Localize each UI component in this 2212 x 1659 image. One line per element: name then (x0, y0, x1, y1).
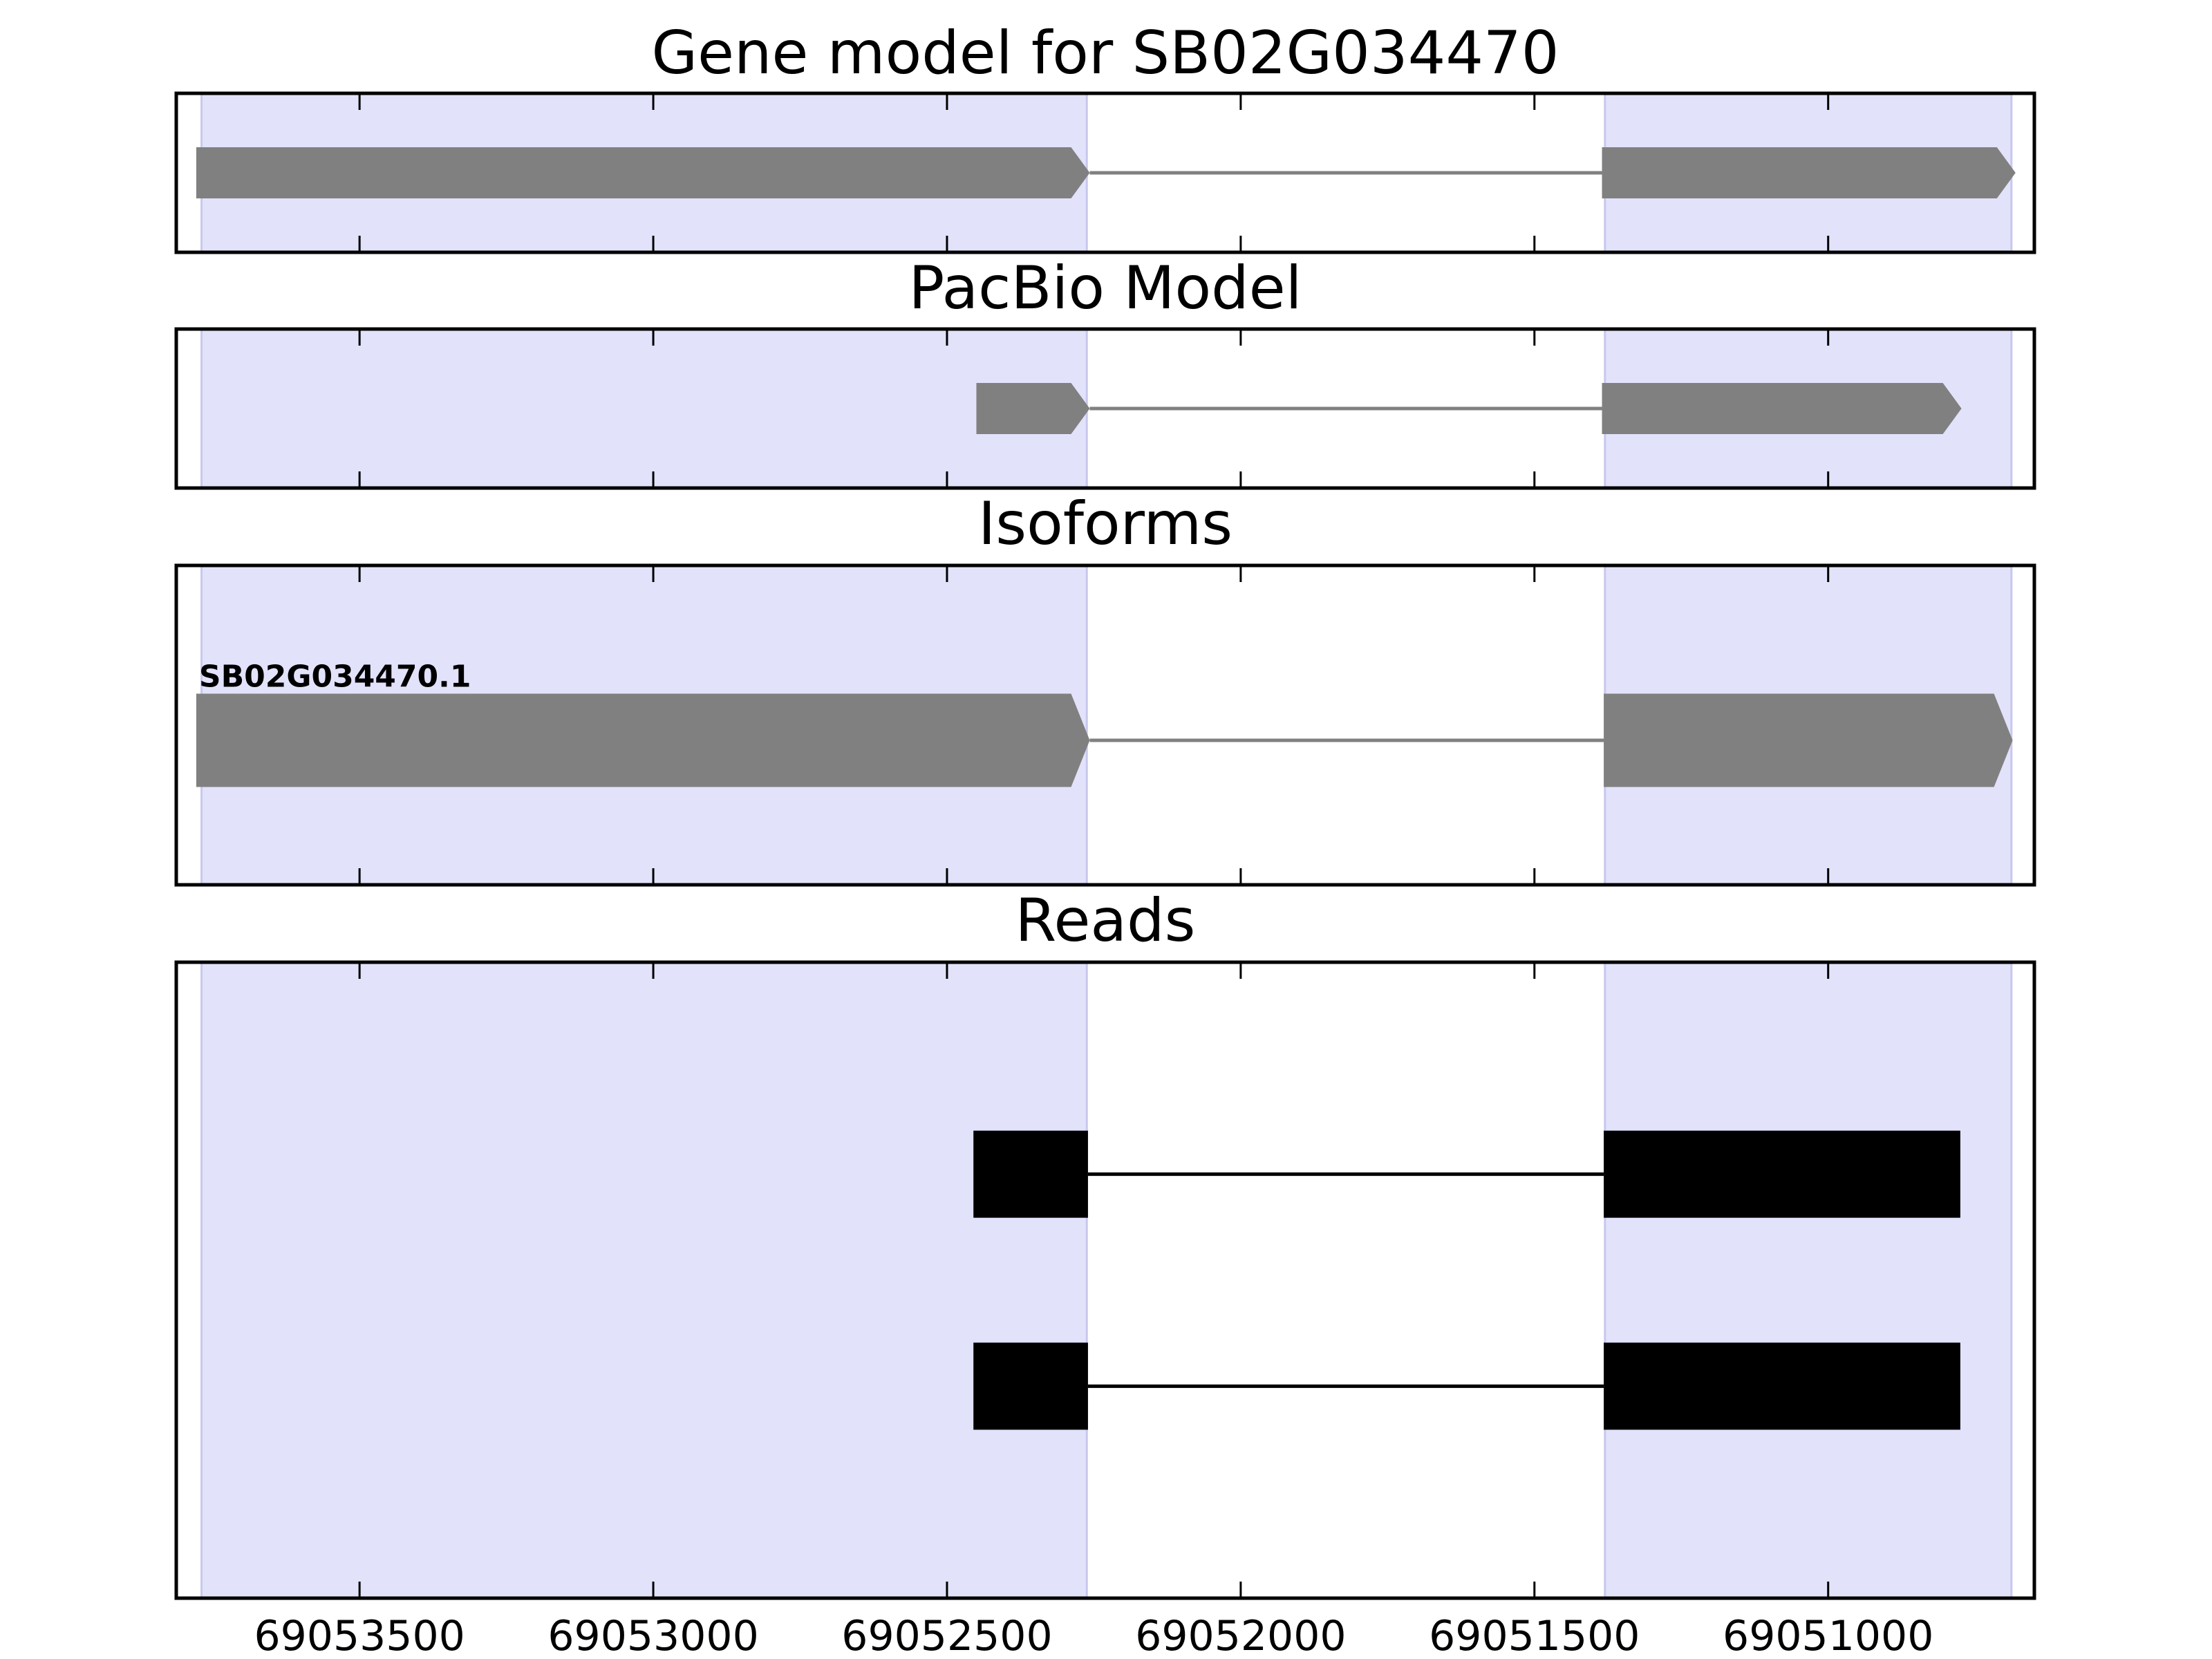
x-tick-label: 69053000 (547, 1612, 758, 1659)
read-block (973, 1342, 1088, 1430)
exon (196, 147, 1090, 198)
panel-title: Reads (1015, 886, 1196, 955)
read-block (973, 1130, 1088, 1218)
x-tick-label: 69052000 (1135, 1612, 1346, 1659)
exon (1602, 147, 2016, 198)
read-block (1604, 1342, 1960, 1430)
axes-frame (174, 327, 2036, 490)
x-tick-label: 69053500 (254, 1612, 465, 1659)
read-block (1604, 1130, 1960, 1218)
highlight-region (1604, 961, 2013, 1600)
panel-title: Isoforms (978, 489, 1232, 559)
axes-frame (174, 563, 2036, 887)
axes-frame (174, 91, 2036, 254)
x-tick-label: 69052500 (841, 1612, 1052, 1659)
x-tick-label: 69051500 (1429, 1612, 1640, 1659)
exon (976, 383, 1090, 434)
axes-frame (174, 960, 2036, 1600)
exon (1602, 383, 1962, 434)
panel-title: PacBio Model (908, 254, 1302, 323)
track-label: SB02G034470.1 (199, 659, 471, 695)
panel-title: Gene model for SB02G034470 (652, 19, 1559, 88)
exon (1604, 693, 2013, 787)
x-tick-label: 69051000 (1723, 1612, 1933, 1659)
exon (196, 693, 1090, 787)
highlight-region (200, 961, 1088, 1600)
highlight-region (200, 328, 1088, 489)
